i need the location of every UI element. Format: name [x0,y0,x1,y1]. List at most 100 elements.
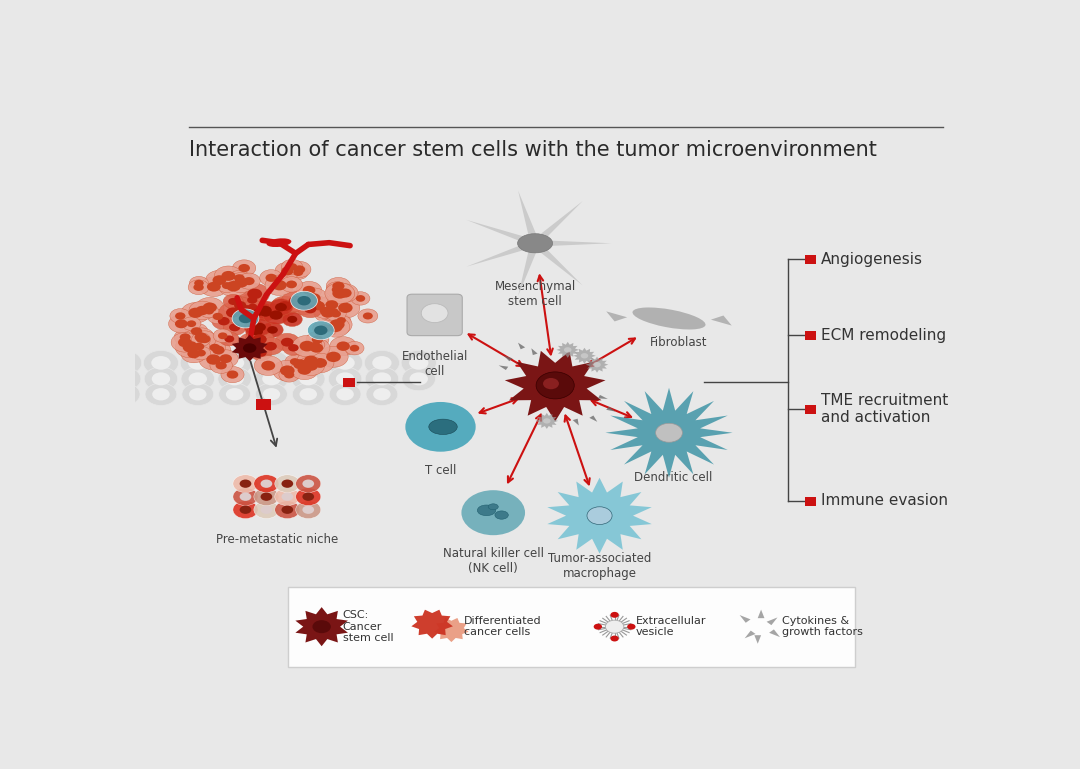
Circle shape [175,337,205,358]
Circle shape [302,493,314,501]
Circle shape [288,344,299,351]
Circle shape [329,383,361,405]
Circle shape [402,367,435,391]
Circle shape [282,505,293,514]
Circle shape [204,308,214,315]
Text: Pre-metastatic niche: Pre-metastatic niche [216,534,338,547]
Circle shape [293,383,324,405]
Circle shape [181,317,201,331]
Circle shape [262,372,281,385]
Circle shape [274,333,300,351]
Circle shape [262,388,280,401]
Circle shape [284,371,294,378]
Text: Interaction of cancer stem cells with the tumor microenvironment: Interaction of cancer stem cells with th… [189,140,877,160]
Circle shape [333,281,345,291]
Circle shape [254,356,282,375]
Circle shape [333,288,348,298]
Circle shape [306,297,332,315]
Circle shape [225,335,234,342]
Circle shape [217,351,253,375]
Circle shape [191,333,211,346]
Circle shape [310,300,322,308]
Circle shape [281,259,302,275]
Circle shape [248,304,257,310]
Circle shape [243,277,255,285]
Circle shape [298,300,323,318]
Circle shape [275,303,287,311]
Circle shape [259,270,283,286]
Circle shape [213,313,222,320]
Ellipse shape [495,511,509,519]
Polygon shape [556,342,579,358]
Circle shape [336,388,354,401]
Circle shape [298,357,324,375]
Bar [342,378,355,387]
Circle shape [252,301,279,320]
Circle shape [218,276,248,297]
Polygon shape [606,311,627,321]
Circle shape [246,302,272,321]
Circle shape [179,333,191,341]
Circle shape [296,474,321,493]
Polygon shape [767,618,778,625]
Circle shape [405,402,475,451]
Circle shape [200,277,228,297]
Text: Endothelial
cell: Endothelial cell [402,350,468,378]
Circle shape [187,321,197,327]
Circle shape [274,474,300,493]
Circle shape [152,388,170,401]
Circle shape [401,351,436,375]
Ellipse shape [477,505,496,516]
Text: Angiogenesis: Angiogenesis [822,251,923,267]
Circle shape [240,305,254,315]
Circle shape [253,335,267,345]
Circle shape [351,291,370,305]
Polygon shape [606,388,732,478]
Circle shape [288,265,308,280]
Circle shape [233,300,261,320]
Circle shape [233,488,258,505]
Circle shape [181,302,210,323]
Circle shape [219,355,232,363]
Circle shape [283,341,303,355]
Circle shape [325,283,354,304]
Ellipse shape [429,419,457,434]
Circle shape [350,345,360,351]
Polygon shape [758,610,765,618]
Circle shape [308,321,334,340]
Polygon shape [531,348,538,355]
Circle shape [187,341,197,348]
Bar [805,331,816,340]
Circle shape [305,361,318,371]
Circle shape [297,351,324,370]
Circle shape [214,266,242,286]
Circle shape [145,367,178,391]
Ellipse shape [488,504,498,510]
Circle shape [229,323,241,331]
Circle shape [252,328,264,336]
Circle shape [181,383,214,405]
Circle shape [178,338,192,348]
Polygon shape [711,315,732,325]
Circle shape [287,316,297,323]
Circle shape [189,372,207,385]
Polygon shape [572,418,579,425]
Circle shape [239,264,249,272]
Circle shape [191,346,211,360]
Circle shape [254,304,278,321]
Circle shape [213,275,227,285]
Circle shape [256,349,267,357]
Circle shape [543,378,559,389]
Circle shape [310,343,323,353]
Circle shape [204,340,226,355]
Polygon shape [754,635,761,644]
Circle shape [282,312,302,327]
Circle shape [195,298,224,318]
Circle shape [357,309,378,323]
Circle shape [307,338,325,351]
Text: Tumor-associated
macrophage: Tumor-associated macrophage [548,552,651,581]
Circle shape [275,262,299,280]
Circle shape [266,274,276,282]
Text: T cell: T cell [424,464,456,477]
Polygon shape [598,395,608,399]
